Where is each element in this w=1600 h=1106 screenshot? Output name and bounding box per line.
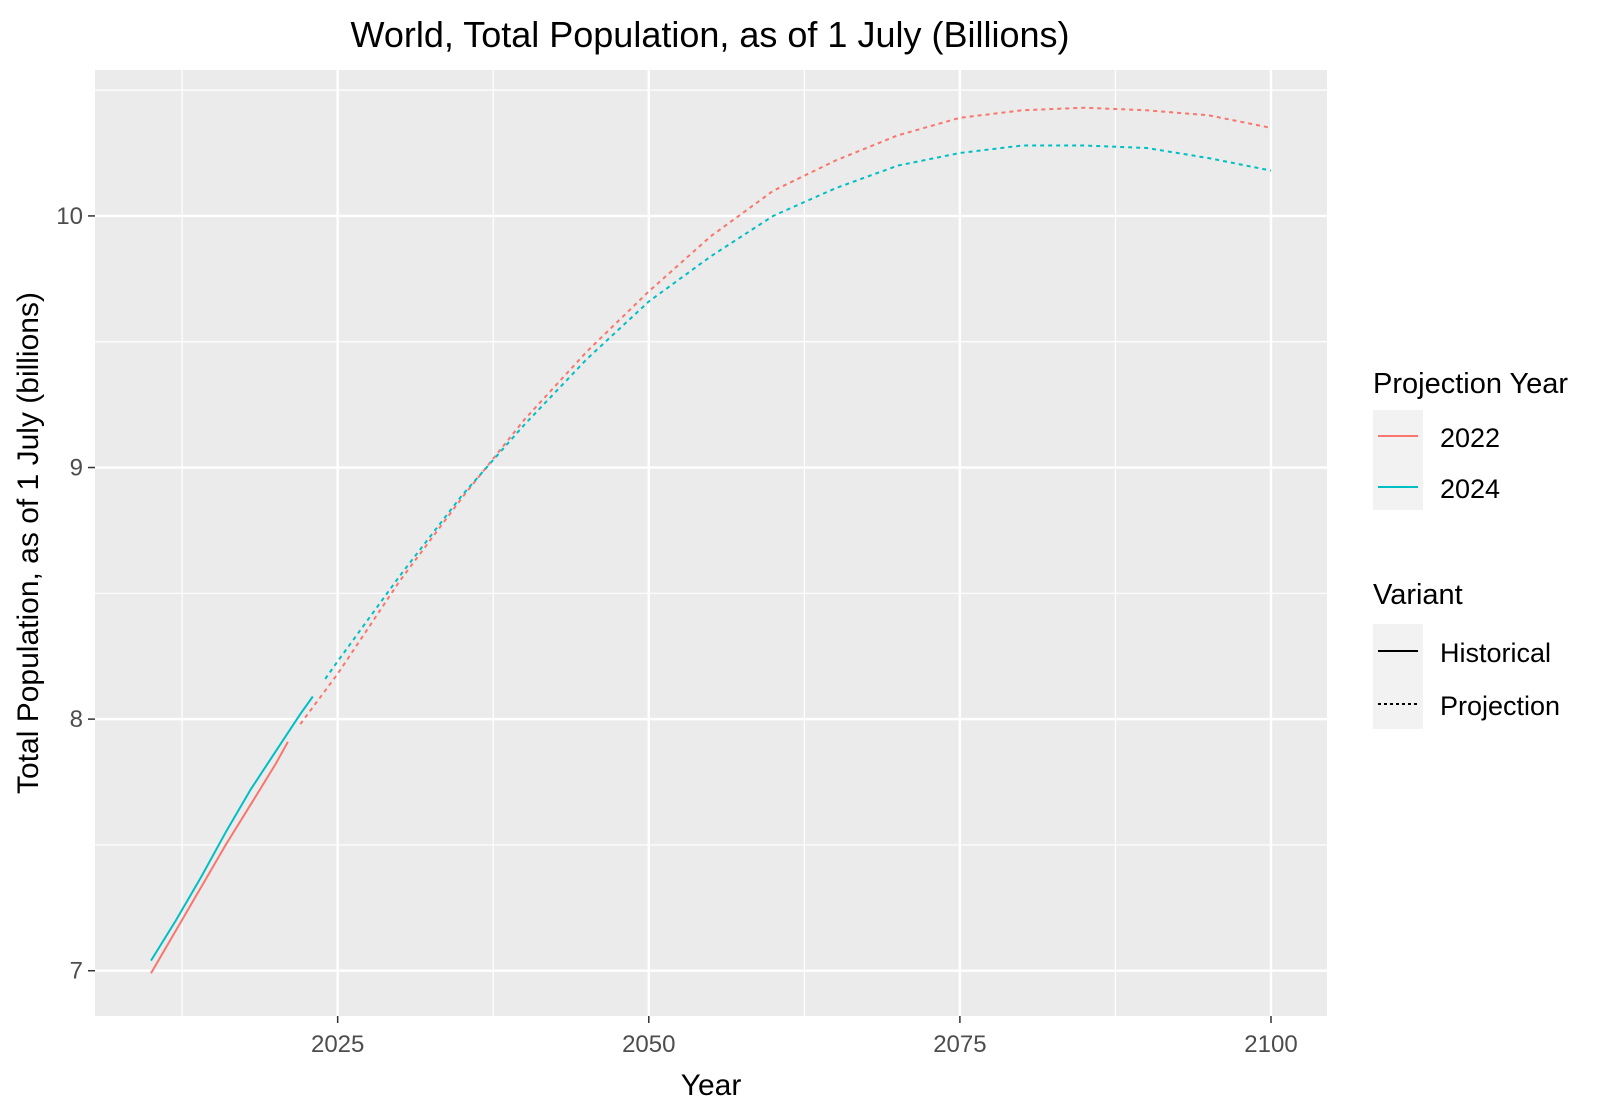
legend-projection-year: Projection Year 2022 2024: [1373, 368, 1568, 510]
x-tick-label: 2100: [1244, 1031, 1297, 1058]
y-axis-title: Total Population, as of 1 July (billions…: [12, 292, 45, 794]
y-tick-label: 10: [56, 203, 83, 230]
chart-title: World, Total Population, as of 1 July (B…: [350, 14, 1069, 55]
y-tick-label: 8: [70, 706, 83, 733]
series-line-2024-historical: [150, 695, 314, 962]
y-tick-label: 9: [70, 455, 83, 482]
series-line-2022-historical: [150, 741, 289, 974]
legend-label-projection: Projection: [1440, 691, 1560, 721]
legend-key-background: [1373, 410, 1423, 510]
plot-panel: [95, 70, 1327, 1016]
grid-lines: [95, 70, 1327, 1016]
y-axis-ticks: 7 8 9 10: [56, 203, 95, 985]
legend-key-background: [1373, 624, 1423, 729]
series-line-2024-projection: [324, 144, 1272, 680]
legend-label-2024: 2024: [1440, 474, 1500, 504]
x-axis-ticks: 2025 2050 2075 2100: [311, 1016, 1298, 1058]
legend-label-historical: Historical: [1440, 638, 1551, 668]
y-tick-label: 7: [70, 958, 83, 985]
x-tick-label: 2050: [622, 1031, 675, 1058]
x-tick-label: 2075: [933, 1031, 986, 1058]
legend-label-2022: 2022: [1440, 423, 1500, 453]
x-tick-label: 2025: [311, 1031, 364, 1058]
series-lines: [150, 106, 1272, 974]
legend-variant-title: Variant: [1373, 579, 1463, 611]
x-axis-title: Year: [681, 1069, 742, 1102]
legend-projection-year-title: Projection Year: [1373, 368, 1568, 400]
legend-variant: Variant Historical Projection: [1373, 579, 1560, 729]
series-line-2022-projection: [299, 106, 1272, 725]
